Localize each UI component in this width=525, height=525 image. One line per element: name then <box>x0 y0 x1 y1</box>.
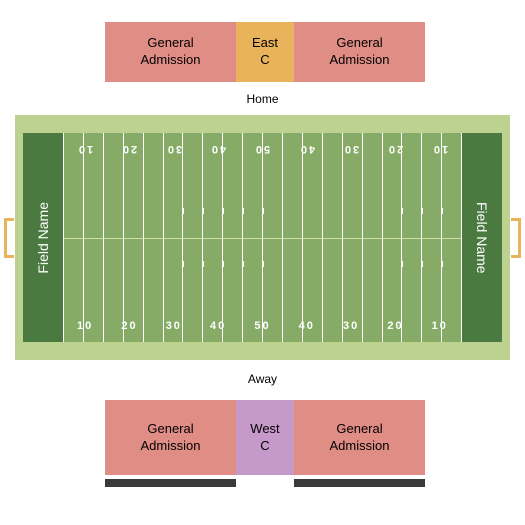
playfield: 102030405040302010 102030405040302010 <box>63 133 462 342</box>
home-label: Home <box>0 92 525 106</box>
dark-bar-bottom-left <box>105 479 236 487</box>
endzone-left-text: Field Name <box>35 202 51 274</box>
ga-label: GeneralAdmission <box>141 421 201 455</box>
field-outer: Field Name 102030405040302010 1020304050… <box>15 115 510 360</box>
ga-label: GeneralAdmission <box>330 35 390 69</box>
football-field: Field Name 102030405040302010 1020304050… <box>23 133 502 342</box>
endzone-right-text: Field Name <box>474 202 490 274</box>
west-c-label: WestC <box>250 421 279 455</box>
west-c-section[interactable]: WestC <box>236 400 294 475</box>
endzone-right: Field Name <box>462 133 502 342</box>
hash-marks-bottom <box>63 261 462 267</box>
endzone-left: Field Name <box>23 133 63 342</box>
ga-label: GeneralAdmission <box>141 35 201 69</box>
yardlines <box>63 133 462 342</box>
goalpost-left <box>4 218 14 258</box>
dark-bar-bottom-right <box>294 479 425 487</box>
ga-section-top-left[interactable]: GeneralAdmission <box>105 22 236 82</box>
ga-section-bottom-right[interactable]: GeneralAdmission <box>294 400 425 475</box>
yard-numbers-top: 102030405040302010 <box>63 143 462 155</box>
east-c-section[interactable]: EastC <box>236 22 294 82</box>
yard-numbers-bottom: 102030405040302010 <box>63 320 462 332</box>
goalpost-right <box>511 218 521 258</box>
ga-section-bottom-left[interactable]: GeneralAdmission <box>105 400 236 475</box>
east-c-label: EastC <box>252 35 278 69</box>
hash-marks-top <box>63 208 462 214</box>
ga-section-top-right[interactable]: GeneralAdmission <box>294 22 425 82</box>
away-label: Away <box>0 372 525 386</box>
ga-label: GeneralAdmission <box>330 421 390 455</box>
